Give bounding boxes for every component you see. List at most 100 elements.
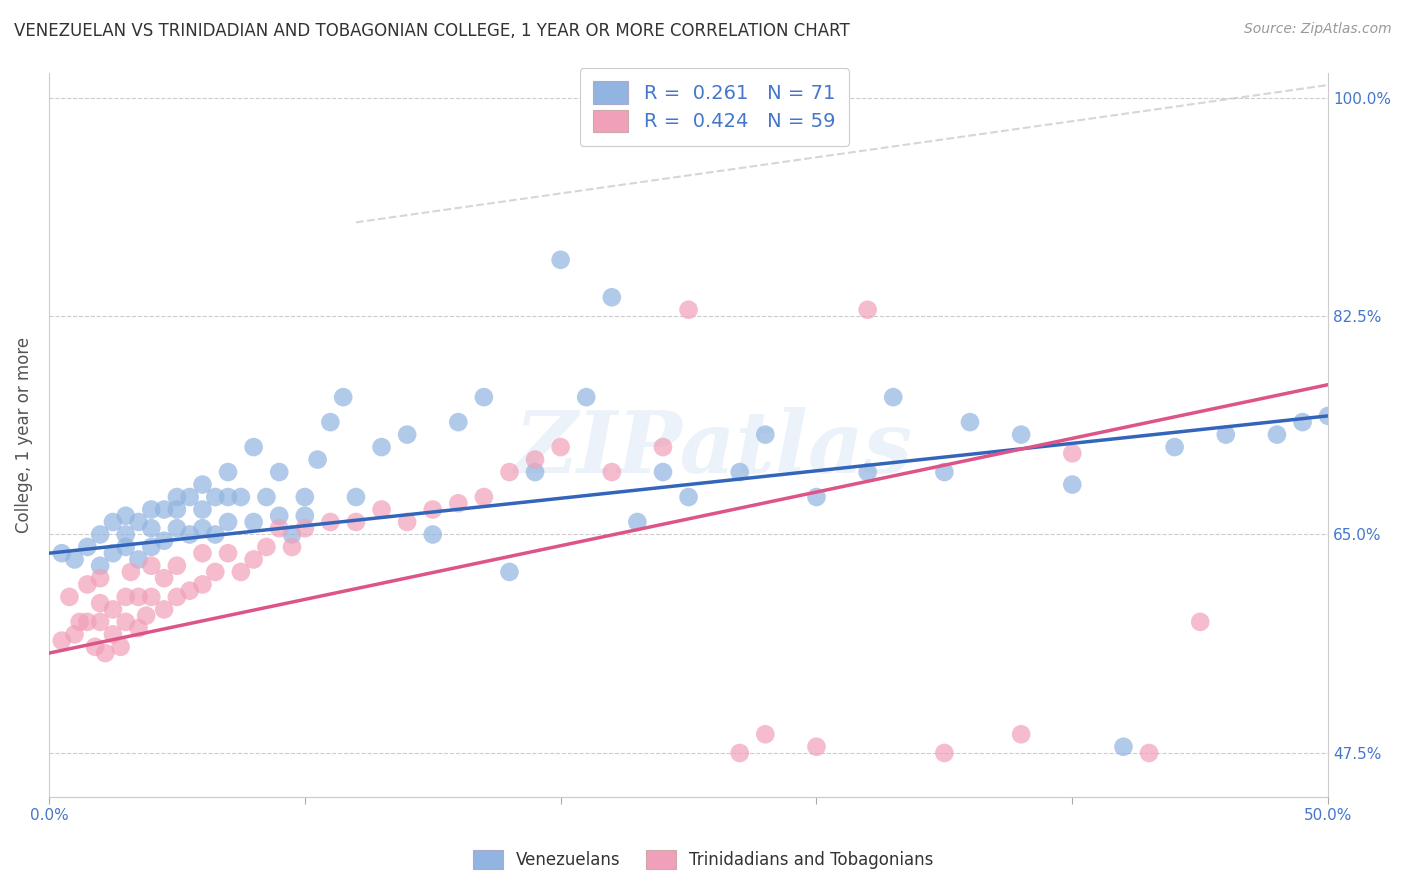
Point (114, 590, 136, 604)
Point (128, 590, 150, 604)
Point (76, 615, 98, 629)
Point (89, 571, 111, 585)
Point (254, 490, 277, 504)
Point (101, 515, 124, 529)
Point (141, 521, 163, 535)
Point (204, 565, 226, 579)
Point (1163, 440, 1185, 454)
Legend: R =  0.261   N = 71, R =  0.424   N = 59: R = 0.261 N = 71, R = 0.424 N = 59 (579, 68, 849, 145)
Point (166, 558, 188, 573)
Point (472, 390, 495, 404)
Point (166, 590, 188, 604)
Point (89, 596, 111, 610)
Point (269, 521, 291, 535)
Point (135, 608, 157, 623)
Point (370, 440, 392, 454)
Point (1010, 427, 1032, 442)
Point (166, 490, 188, 504)
Point (153, 571, 176, 585)
Point (294, 521, 316, 535)
Point (344, 515, 367, 529)
Point (1189, 615, 1212, 629)
Point (498, 465, 520, 479)
Point (229, 490, 252, 504)
Point (652, 465, 675, 479)
Point (141, 502, 163, 516)
Point (728, 465, 751, 479)
Point (204, 527, 226, 541)
Point (110, 640, 132, 654)
Point (575, 390, 598, 404)
Point (754, 727, 776, 741)
Point (269, 465, 291, 479)
Point (319, 415, 342, 429)
Point (153, 533, 176, 548)
Point (422, 527, 444, 541)
Point (550, 252, 572, 267)
Point (1010, 727, 1032, 741)
Point (281, 527, 304, 541)
Point (754, 427, 776, 442)
Point (242, 515, 264, 529)
Point (254, 540, 277, 554)
Point (934, 746, 956, 760)
Point (153, 502, 176, 516)
Point (191, 502, 214, 516)
Point (626, 515, 648, 529)
Point (166, 521, 188, 535)
Point (141, 540, 163, 554)
Point (51, 546, 73, 560)
Point (600, 465, 623, 479)
Point (217, 546, 239, 560)
Point (58, 590, 80, 604)
Point (1062, 446, 1084, 460)
Point (76, 577, 98, 591)
Point (1062, 477, 1084, 491)
Point (856, 465, 879, 479)
Point (84, 640, 107, 654)
Point (447, 496, 470, 510)
Point (229, 565, 252, 579)
Point (294, 490, 316, 504)
Point (101, 546, 124, 560)
Text: Source: ZipAtlas.com: Source: ZipAtlas.com (1244, 22, 1392, 37)
Point (1317, 409, 1340, 423)
Point (120, 565, 142, 579)
Point (678, 302, 700, 317)
Point (344, 490, 367, 504)
Point (550, 440, 572, 454)
Point (1265, 427, 1288, 442)
Point (94, 646, 117, 660)
Point (63, 552, 86, 566)
Point (76, 540, 98, 554)
Point (101, 602, 124, 616)
Point (524, 452, 547, 467)
Point (101, 627, 124, 641)
Point (600, 290, 623, 304)
Point (153, 602, 176, 616)
Point (294, 508, 316, 523)
Point (128, 552, 150, 566)
Point (166, 502, 188, 516)
Point (89, 615, 111, 629)
Legend: Venezuelans, Trinidadians and Tobagonians: Venezuelans, Trinidadians and Tobagonian… (463, 840, 943, 880)
Point (422, 502, 444, 516)
Point (524, 465, 547, 479)
Point (191, 521, 214, 535)
Point (396, 515, 419, 529)
Point (179, 490, 201, 504)
Point (269, 508, 291, 523)
Point (191, 577, 214, 591)
Point (319, 515, 342, 529)
Point (191, 477, 214, 491)
Point (128, 621, 150, 635)
Point (959, 415, 981, 429)
Point (179, 527, 201, 541)
Point (1112, 739, 1135, 754)
Point (447, 415, 470, 429)
Point (472, 490, 495, 504)
Point (69, 615, 91, 629)
Point (498, 565, 520, 579)
Point (242, 552, 264, 566)
Point (1291, 415, 1313, 429)
